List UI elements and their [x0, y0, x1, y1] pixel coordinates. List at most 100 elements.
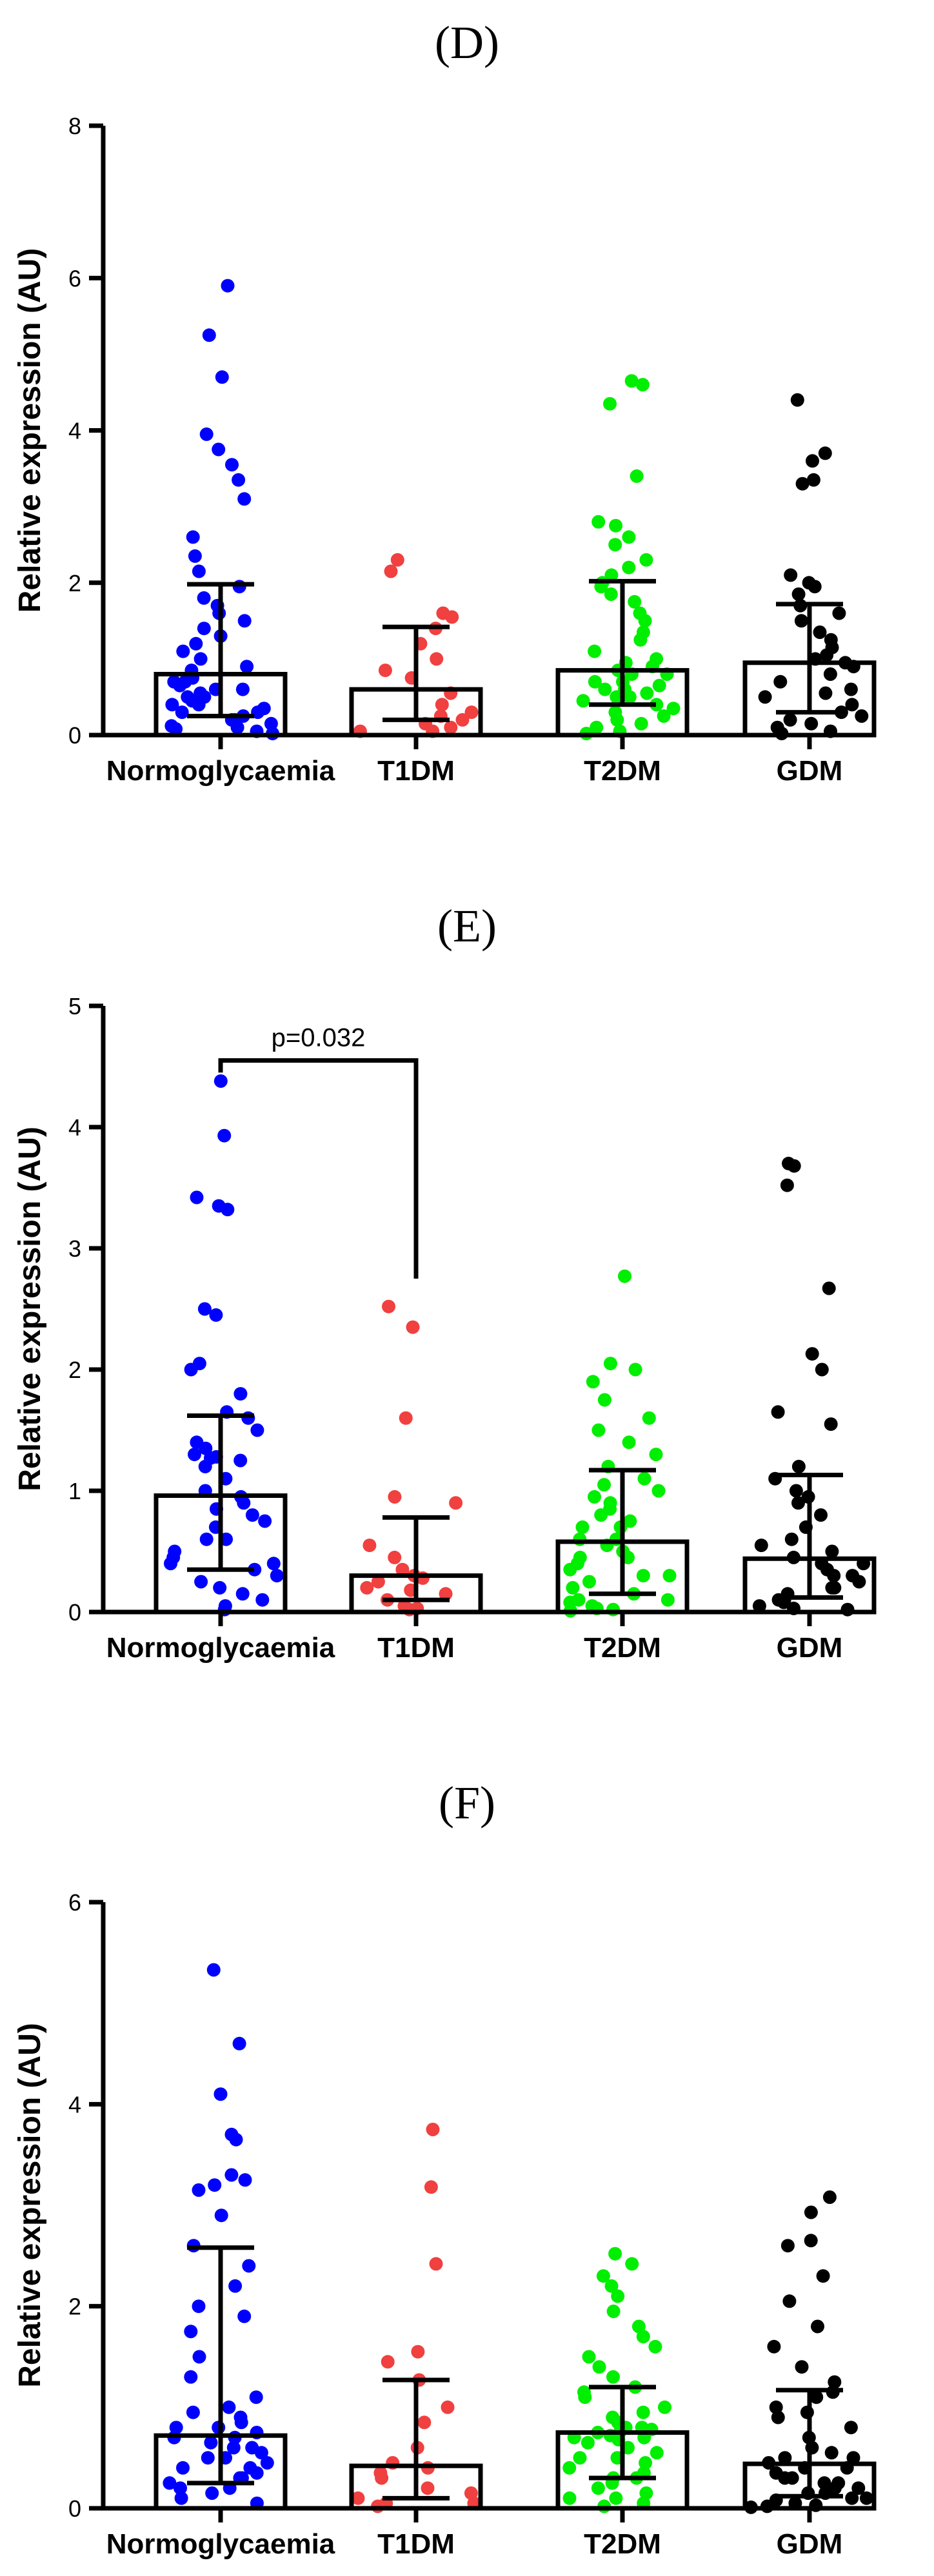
data-point	[604, 587, 618, 601]
data-point	[639, 2486, 653, 2500]
data-point	[852, 1575, 866, 1589]
data-point	[351, 2491, 365, 2505]
data-point	[445, 610, 459, 624]
data-point	[606, 2370, 620, 2384]
y-axis-label: Relative expression (AU)	[13, 1126, 47, 1491]
data-point	[845, 2491, 859, 2505]
data-point	[598, 682, 612, 696]
y-tick-label: 4	[68, 418, 81, 444]
data-point	[794, 614, 808, 628]
data-point	[648, 2339, 662, 2354]
data-point	[449, 1496, 463, 1510]
data-point	[375, 2471, 389, 2485]
data-point	[851, 2481, 866, 2495]
y-tick-label: 5	[68, 993, 81, 1019]
series-t2dm	[563, 1269, 677, 1618]
data-point	[582, 1575, 596, 1589]
data-point	[217, 1128, 232, 1143]
series-normoglycaemia	[163, 1963, 274, 2510]
x-tick-label: Normoglycaemia	[106, 2528, 335, 2560]
data-point	[199, 1532, 214, 1546]
data-point	[444, 720, 458, 734]
data-point	[818, 446, 832, 460]
data-point	[225, 458, 239, 472]
y-tick-label: 0	[68, 722, 81, 749]
data-point	[628, 595, 642, 609]
data-point	[754, 1539, 768, 1553]
data-point	[237, 1496, 251, 1510]
data-point	[360, 1580, 374, 1595]
data-point	[248, 1562, 262, 1577]
data-point	[782, 2294, 797, 2308]
data-point	[780, 1178, 794, 1192]
data-point	[823, 667, 837, 681]
data-point	[636, 2405, 650, 2419]
data-point	[254, 2446, 268, 2460]
data-point	[630, 469, 644, 483]
data-point	[651, 1484, 666, 1498]
data-point	[825, 1580, 839, 1595]
x-tick-label: Normoglycaemia	[106, 755, 335, 787]
data-point	[791, 1496, 805, 1510]
data-point	[237, 492, 252, 506]
x-tick-label: GDM	[777, 755, 843, 787]
data-point	[228, 2279, 243, 2293]
data-point	[582, 2350, 596, 2364]
data-point	[229, 2132, 243, 2147]
y-tick-label: 0	[68, 2495, 81, 2522]
data-point	[406, 1320, 420, 1334]
data-point	[597, 1393, 611, 1407]
panel-label: (F)	[439, 1777, 495, 1829]
y-tick-label: 1	[68, 1478, 81, 1504]
data-point	[825, 1544, 839, 1558]
data-point	[622, 530, 636, 544]
data-point	[832, 606, 846, 620]
data-point	[815, 1362, 829, 1377]
data-point	[622, 560, 636, 575]
data-point	[657, 709, 671, 723]
data-point	[752, 1599, 766, 1613]
y-tick-label: 4	[68, 1114, 81, 1141]
data-point	[430, 652, 444, 666]
data-point	[562, 2491, 577, 2505]
data-point	[816, 2269, 830, 2283]
y-tick-label: 6	[68, 265, 81, 291]
data-point	[250, 1423, 264, 1437]
data-point	[426, 2123, 440, 2136]
data-point	[258, 1514, 272, 1528]
data-point	[255, 1593, 270, 1607]
data-point	[789, 1484, 803, 1498]
data-point	[576, 694, 590, 708]
data-point	[192, 2299, 206, 2314]
data-point	[441, 2400, 455, 2414]
data-point	[390, 553, 404, 567]
data-point	[176, 644, 190, 658]
y-axis-label: Relative expression (AU)	[13, 248, 47, 613]
data-point	[581, 2435, 595, 2450]
data-point	[240, 660, 254, 674]
data-point	[787, 1159, 801, 1173]
x-tick-label: T1DM	[377, 2528, 455, 2560]
data-point	[186, 530, 200, 544]
data-point	[234, 1387, 248, 1401]
data-point	[588, 644, 602, 658]
data-point	[611, 2289, 625, 2303]
data-point	[205, 2486, 219, 2500]
data-point	[260, 2456, 274, 2470]
data-point	[192, 2183, 206, 2197]
data-point	[662, 1569, 677, 1583]
data-point	[636, 2330, 650, 2344]
data-point	[435, 698, 449, 712]
data-point	[661, 1593, 675, 1607]
data-point	[845, 698, 859, 712]
data-point	[175, 705, 189, 720]
data-point	[820, 648, 834, 662]
data-point	[806, 454, 819, 468]
data-point	[604, 2279, 619, 2293]
panel-d: (D) Relative expression (AU) 0 2 4 6 8 Normogly…	[13, 17, 877, 787]
data-point	[174, 2481, 187, 2495]
data-point	[603, 1357, 617, 1371]
data-point	[234, 2415, 248, 2430]
data-point	[806, 473, 820, 487]
